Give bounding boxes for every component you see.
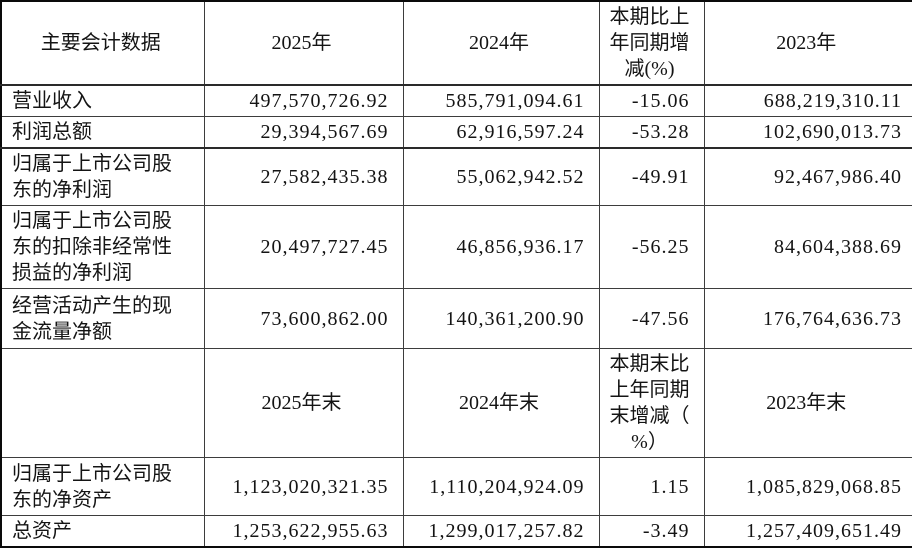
value-change-pct: -3.49	[598, 515, 705, 548]
value-change-pct: -56.25	[598, 205, 705, 289]
value-change-pct: -53.28	[598, 116, 705, 149]
col-header-2024-end: 2024年末	[402, 348, 600, 458]
value-2024: 55,062,942.52	[402, 147, 600, 206]
col-header-2025: 2025年	[203, 0, 404, 86]
value-2025-end: 1,123,020,321.35	[203, 457, 404, 516]
metric-label: 归属于上市公司股东的扣除非经常性损益的净利润	[0, 205, 205, 289]
value-2023: 102,690,013.73	[703, 116, 912, 149]
value-2024-end: 1,110,204,924.09	[402, 457, 600, 516]
value-change-pct: -47.56	[598, 288, 705, 349]
value-2025: 29,394,567.69	[203, 116, 404, 149]
value-change-pct: 1.15	[598, 457, 705, 516]
col-header-blank	[0, 348, 205, 458]
value-2023: 92,467,986.40	[703, 147, 912, 206]
col-header-eop-change-pct: 本期末比上年同期末增减（%）	[598, 348, 705, 458]
col-header-2025-end: 2025年末	[203, 348, 404, 458]
table-row-net-profit-excl-nonrecurring: 归属于上市公司股东的扣除非经常性损益的净利润 20,497,727.45 46,…	[0, 205, 912, 289]
value-2024-end: 1,299,017,257.82	[402, 515, 600, 548]
value-2025: 73,600,862.00	[203, 288, 404, 349]
col-header-metric: 主要会计数据	[0, 0, 205, 86]
value-2025-end: 1,253,622,955.63	[203, 515, 404, 548]
col-header-yoy-change-pct: 本期比上年同期增减(%)	[598, 0, 705, 86]
metric-label: 利润总额	[0, 116, 205, 149]
value-2025: 20,497,727.45	[203, 205, 404, 289]
value-2025: 27,582,435.38	[203, 147, 404, 206]
col-header-2024: 2024年	[402, 0, 600, 86]
table-row-operating-cash-flow: 经营活动产生的现金流量净额 73,600,862.00 140,361,200.…	[0, 288, 912, 349]
col-header-2023: 2023年	[703, 0, 912, 86]
value-2025: 497,570,726.92	[203, 84, 404, 117]
value-2024: 46,856,936.17	[402, 205, 600, 289]
table-row-operating-revenue: 营业收入 497,570,726.92 585,791,094.61 -15.0…	[0, 84, 912, 117]
table-row-total-assets: 总资产 1,253,622,955.63 1,299,017,257.82 -3…	[0, 515, 912, 548]
value-2024: 62,916,597.24	[402, 116, 600, 149]
table-row-net-profit-attributable: 归属于上市公司股东的净利润 27,582,435.38 55,062,942.5…	[0, 147, 912, 206]
value-2023: 84,604,388.69	[703, 205, 912, 289]
table-row-total-profit: 利润总额 29,394,567.69 62,916,597.24 -53.28 …	[0, 116, 912, 149]
value-2023: 688,219,310.11	[703, 84, 912, 117]
metric-label: 经营活动产生的现金流量净额	[0, 288, 205, 349]
table-row-net-assets-attributable: 归属于上市公司股东的净资产 1,123,020,321.35 1,110,204…	[0, 457, 912, 516]
metric-label: 归属于上市公司股东的净利润	[0, 147, 205, 206]
metric-label: 归属于上市公司股东的净资产	[0, 457, 205, 516]
table-header-period: 主要会计数据 2025年 2024年 本期比上年同期增减(%) 2023年	[0, 0, 912, 86]
value-2023-end: 1,257,409,651.49	[703, 515, 912, 548]
value-change-pct: -49.91	[598, 147, 705, 206]
col-header-2023-end: 2023年末	[703, 348, 912, 458]
metric-label: 营业收入	[0, 84, 205, 117]
table-header-end-of-period: 2025年末 2024年末 本期末比上年同期末增减（%） 2023年末	[0, 348, 912, 458]
value-2023: 176,764,636.73	[703, 288, 912, 349]
value-change-pct: -15.06	[598, 84, 705, 117]
value-2023-end: 1,085,829,068.85	[703, 457, 912, 516]
value-2024: 585,791,094.61	[402, 84, 600, 117]
metric-label: 总资产	[0, 515, 205, 548]
value-2024: 140,361,200.90	[402, 288, 600, 349]
